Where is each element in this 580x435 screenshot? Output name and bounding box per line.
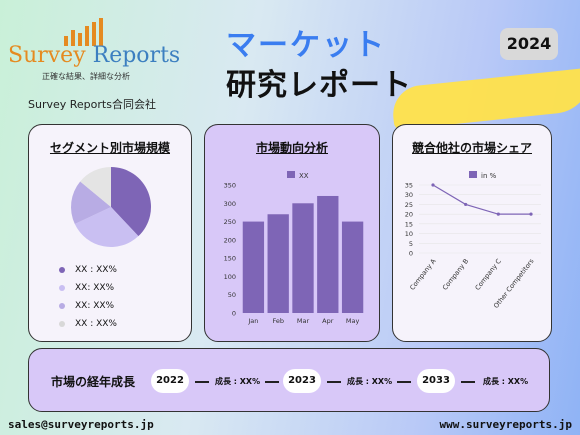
legend-label: XX : XX% [75, 319, 117, 329]
pie-slice [111, 167, 151, 237]
growth-rate: 成長 : XX% [347, 377, 393, 386]
data-point [496, 212, 500, 216]
bar-chart-logo-icon [64, 18, 103, 46]
y-tick-label: 0 [232, 310, 236, 318]
legend-swatch [469, 171, 477, 178]
x-tick-label: Company C [473, 257, 503, 292]
y-tick-label: 200 [224, 236, 236, 244]
data-point [464, 202, 468, 207]
year-badge: 2024 [500, 28, 558, 60]
growth-label: 市場の経年成長 [51, 375, 136, 389]
y-tick-label: 20 [405, 211, 413, 219]
pie-slice [74, 207, 139, 247]
highlight-stroke [390, 67, 580, 131]
share-card: 競合他社の市場シェア in % 0 5 10 15 20 25 30 35 Company A Co… [392, 124, 552, 342]
x-tick-label: Apr [322, 317, 334, 325]
legend-label: XX: XX% [75, 283, 115, 293]
logo: Survey Reports 正確な結果、詳細な分析 [6, 18, 186, 88]
divider [461, 381, 475, 383]
legend-item: XX : XX% [59, 315, 117, 333]
legend-label: XX : XX% [75, 265, 117, 275]
logo-subtitle: 正確な結果、詳細な分析 [42, 72, 130, 81]
page-title-line2: 研究レポート [226, 68, 412, 103]
divider [195, 381, 209, 383]
logo-title-reports: Reports [92, 43, 181, 68]
bar-chart: XX 0 50 100 150 200 250 300 350 Jan Feb Mar Apr May [224, 171, 364, 325]
segment-card-title: セグメント別市場規模 [49, 141, 170, 155]
trend-card-title: 市場動向分析 [255, 141, 328, 155]
y-tick-label: 50 [228, 291, 236, 299]
legend-item: XX: XX% [59, 279, 117, 297]
pie-legend: XX : XX% XX: XX% XX: XX% XX : XX% [59, 261, 117, 333]
logo-title: Survey Reports [8, 43, 180, 68]
page-title-line1: マーケット [226, 28, 386, 63]
x-tick-label: May [346, 317, 360, 325]
bar [341, 221, 364, 313]
x-tick-label: Mar [297, 317, 310, 325]
y-tick-label: 150 [224, 255, 236, 263]
share-card-title: 競合他社の市場シェア [411, 141, 532, 155]
y-tick-label: 0 [409, 250, 413, 258]
divider [327, 381, 341, 383]
data-point [431, 183, 435, 187]
bar [317, 195, 339, 313]
x-tick-label: Feb [272, 317, 284, 325]
trend-card: 市場動向分析 XX 0 50 100 150 200 250 300 350 Jan Feb Mar A… [204, 124, 380, 342]
year-pill: 2023 [283, 369, 321, 393]
pie-chart [71, 167, 151, 247]
divider [265, 381, 279, 383]
email-link[interactable]: sales@surveyreports.jp [8, 418, 154, 431]
legend-swatch [287, 171, 295, 178]
bar [292, 203, 314, 313]
y-tick-label: 300 [224, 200, 236, 208]
y-tick-label: 5 [409, 240, 413, 248]
pie-slice [80, 167, 111, 207]
legend-item: XX: XX% [59, 297, 117, 315]
growth-rate: 成長 : XX% [215, 377, 261, 386]
divider [397, 381, 411, 383]
y-tick-label: 250 [224, 218, 236, 226]
y-tick-label: 10 [405, 230, 413, 238]
y-tick-label: 15 [405, 220, 413, 228]
logo-title-survey: Survey [8, 43, 86, 68]
y-tick-label: 350 [224, 182, 236, 190]
x-tick-label: Company A [408, 257, 438, 292]
bar [242, 221, 265, 313]
series-line [432, 184, 531, 215]
y-tick-label: 25 [405, 201, 413, 209]
year-pill: 2022 [151, 369, 189, 393]
legend-label: XX [299, 172, 309, 180]
x-tick-label: Jan [247, 317, 258, 325]
bar [267, 214, 289, 313]
data-point [529, 212, 533, 216]
legend-item: XX : XX% [59, 261, 117, 279]
growth-panel: 市場の経年成長 2022 成長 : XX% 2023 成長 : XX% 2033… [28, 348, 550, 412]
website-link[interactable]: www.surveyreports.jp [439, 418, 572, 431]
year-pill: 2033 [417, 369, 455, 393]
segment-card: セグメント別市場規模 XX : XX% XX: XX% XX: XX% XX :… [28, 124, 192, 342]
legend-label: XX: XX% [75, 301, 115, 311]
legend-label: in % [481, 172, 497, 180]
pie-slice [71, 181, 111, 225]
growth-rate: 成長 : XX% [483, 377, 529, 386]
company-name: Survey Reports合同会社 [28, 98, 156, 111]
x-tick-label: Company B [441, 257, 470, 291]
y-tick-label: 100 [224, 273, 236, 281]
y-tick-label: 35 [405, 182, 413, 190]
y-tick-label: 30 [405, 191, 413, 199]
